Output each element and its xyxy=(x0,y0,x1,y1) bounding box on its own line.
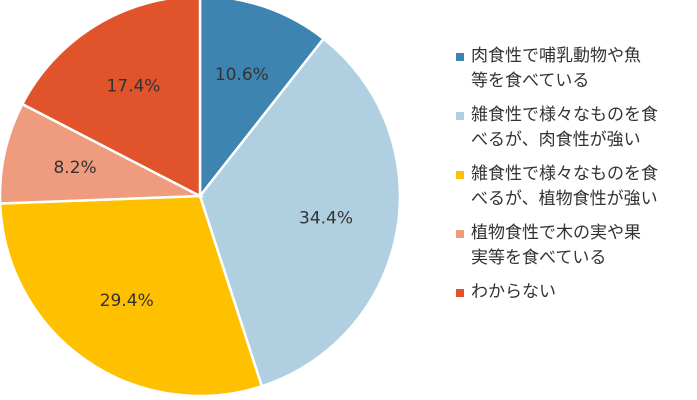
legend-label-line: 等を食べている xyxy=(471,71,590,91)
legend-item-omnivore-plant: 雑食性で様々なものを食 べるが、植物食性が強い xyxy=(456,162,696,212)
legend-item-herbivore: 植物食性で木の実や果 実等を食べている xyxy=(456,221,696,271)
legend-label: 肉食性で哺乳動物や魚 等を食べている xyxy=(471,44,696,94)
slice-data-label: 29.4% xyxy=(100,291,154,311)
legend-label-line: 雑食性で様々なものを食 xyxy=(471,164,658,184)
slice-data-label: 8.2% xyxy=(53,158,96,178)
legend-label-line: 実等を食べている xyxy=(471,248,607,268)
slice-data-label: 34.4% xyxy=(299,208,353,228)
pie-slice xyxy=(198,36,402,388)
legend-label-line: べるが、肉食性が強い xyxy=(471,130,641,150)
pie-slice xyxy=(198,0,326,200)
pie-data-labels: 10.6% 34.4% 29.4% 8.2% 17.4% xyxy=(53,65,353,311)
legend-label-line: 植物食性で木の実や果 xyxy=(471,223,641,243)
legend-label: 植物食性で木の実や果 実等を食べている xyxy=(471,221,696,271)
legend-label-line: わからない xyxy=(471,282,556,302)
slice-data-label: 17.4% xyxy=(106,77,160,97)
pie-slices xyxy=(0,0,402,398)
legend-label: 雑食性で様々なものを食 べるが、植物食性が強い xyxy=(471,162,696,212)
chart-legend: 肉食性で哺乳動物や魚 等を食べている 雑食性で様々なものを食 べるが、肉食性が強… xyxy=(456,44,696,314)
legend-label-line: 肉食性で哺乳動物や魚 xyxy=(471,46,641,66)
legend-item-carnivore: 肉食性で哺乳動物や魚 等を食べている xyxy=(456,44,696,94)
legend-label-line: 雑食性で様々なものを食 xyxy=(471,105,658,125)
legend-item-omnivore-meat: 雑食性で様々なものを食 べるが、肉食性が強い xyxy=(456,103,696,153)
legend-swatch xyxy=(456,171,464,179)
slice-data-label: 10.6% xyxy=(215,65,269,85)
pie-slice xyxy=(20,0,202,199)
legend-swatch xyxy=(456,230,464,238)
legend-swatch xyxy=(456,289,464,297)
legend-item-unknown: わからない xyxy=(456,280,696,305)
legend-label-line: べるが、植物食性が強い xyxy=(471,189,658,209)
pie-slice xyxy=(0,194,264,398)
legend-label: わからない xyxy=(471,280,696,305)
legend-swatch xyxy=(456,53,464,61)
legend-label: 雑食性で様々なものを食 べるが、肉食性が強い xyxy=(471,103,696,153)
legend-swatch xyxy=(456,112,464,120)
pie-slice xyxy=(0,102,205,205)
